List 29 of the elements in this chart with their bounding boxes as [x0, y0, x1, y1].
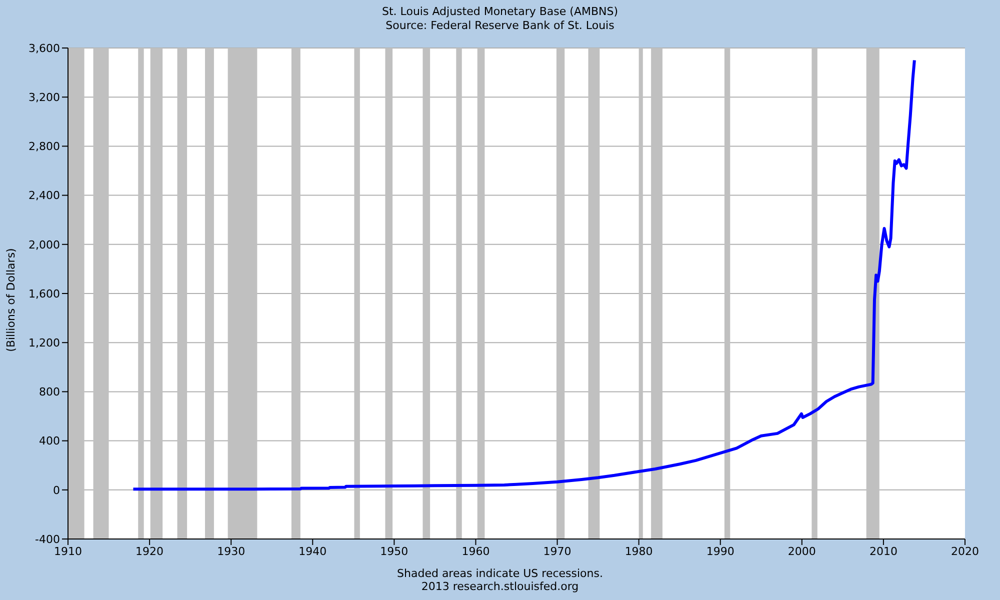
x-tick-label: 1940 [298, 544, 327, 558]
x-tick-label: 1990 [706, 544, 734, 558]
y-tick-label: 1,200 [28, 336, 60, 350]
y-tick-label: 0 [53, 484, 60, 497]
x-tick-label: 2010 [869, 544, 898, 558]
y-tick-label: 400 [39, 434, 60, 448]
y-tick-label: 3,600 [28, 42, 60, 55]
text: 2013 research.stlouisfed.org [420, 580, 580, 593]
x-tick-label: 1960 [462, 544, 490, 558]
x-tick-label: 1930 [217, 544, 246, 558]
text: Shaded areas indicate US recessions. [396, 567, 604, 580]
y-tick-label: -400 [35, 532, 60, 546]
x-tick-label: 1980 [624, 544, 653, 558]
x-tick-label: 1950 [380, 544, 408, 558]
y-tick-label: 3,200 [28, 91, 60, 104]
y-tick-label: 800 [39, 386, 60, 399]
y-axis-title: (Billions of Dollars) [4, 248, 18, 352]
y-tick-label: 2,400 [28, 189, 60, 202]
x-tick-label: 1920 [136, 544, 164, 558]
x-tick-label: 2020 [951, 544, 979, 558]
chart-subtitle: Source: Federal Reserve Bank of St. Louis [384, 19, 616, 32]
x-tick-label: 1970 [543, 544, 572, 558]
line-series [132, 58, 916, 491]
y-tick-label: 2,000 [28, 238, 60, 252]
y-tick-label: 1,600 [28, 287, 60, 300]
x-tick-label: 2000 [788, 544, 816, 558]
x-tick-label: 1910 [54, 544, 82, 558]
chart-title: St. Louis Adjusted Monetary Base (AMBNS) [380, 5, 620, 18]
y-tick-label: 2,800 [28, 140, 60, 154]
